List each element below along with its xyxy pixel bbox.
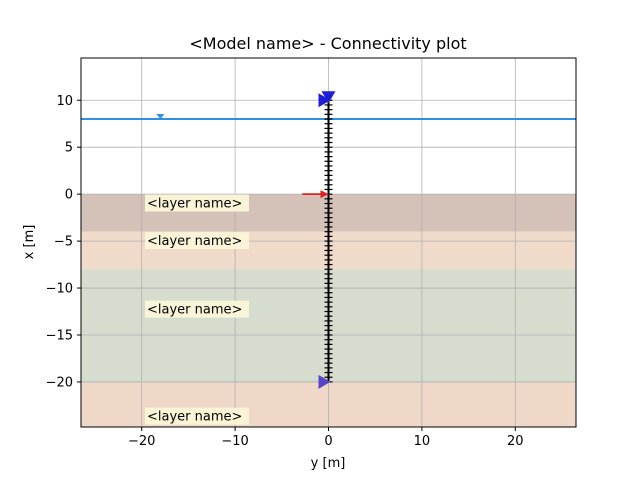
bottom-support: [318, 374, 331, 389]
top-support-vertical: [321, 91, 336, 104]
plot-area: <layer name> <layer name> <layer name> <lay…: [46, 57, 577, 449]
layer-label: <layer name>: [147, 303, 242, 318]
x-tick-label: −20: [128, 434, 155, 449]
x-tick-label: −10: [221, 434, 248, 449]
x-tick-label: 0: [324, 434, 332, 449]
x-axis-label: y [m]: [311, 456, 346, 471]
layer-label: <layer name>: [147, 197, 242, 212]
layer-label-box: [145, 300, 249, 318]
water-level-marker: [156, 114, 165, 120]
top-support-horizontal: [318, 93, 331, 108]
y-tick-label: −20: [46, 375, 73, 390]
y-tick-label: −15: [46, 328, 73, 343]
layer-label: <layer name>: [147, 410, 242, 425]
y-tick-label: 10: [56, 94, 73, 109]
layer-label-box: [145, 407, 249, 425]
load-arrow-head: [320, 190, 329, 199]
layer-label-box: [145, 194, 249, 212]
y-tick-label: −5: [54, 235, 73, 250]
x-tick-label: 20: [507, 434, 524, 449]
layer-label-box: [145, 232, 249, 250]
chart-title: <Model name> - Connectivity plot: [189, 34, 466, 53]
y-tick-label: 5: [65, 141, 73, 156]
y-tick-label: −10: [46, 282, 73, 297]
y-tick-label: 0: [65, 188, 73, 203]
x-tick-label: 10: [414, 434, 431, 449]
y-axis-label: x [m]: [22, 225, 37, 260]
layer-label: <layer name>: [147, 234, 242, 249]
